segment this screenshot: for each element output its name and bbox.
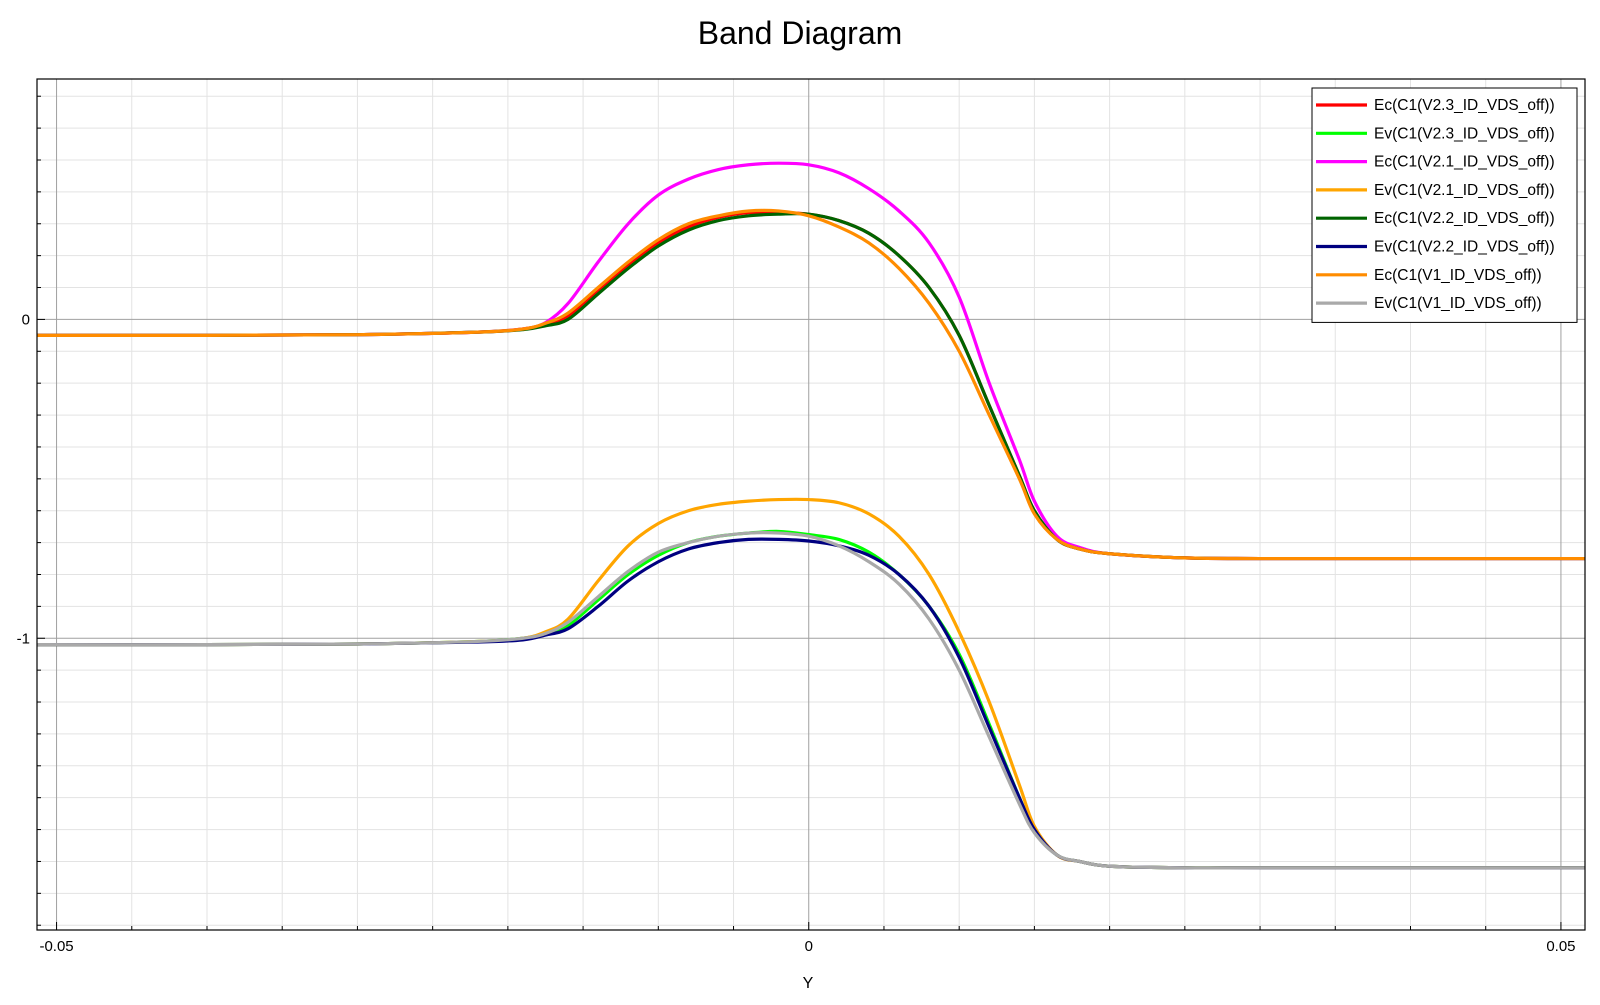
legend-label[interactable]: Ev(C1(V2.1_ID_VDS_off)) xyxy=(1374,182,1555,199)
x-tick-label: 0 xyxy=(805,938,813,955)
x-axis-label: Y xyxy=(803,975,814,992)
legend-label[interactable]: Ev(C1(V2.3_ID_VDS_off)) xyxy=(1374,125,1555,142)
y-tick-label: -1 xyxy=(17,630,30,647)
chart-title: Band Diagram xyxy=(698,15,903,51)
x-tick-label: -0.05 xyxy=(39,938,73,955)
y-axis-tick-labels: 0 -1 xyxy=(17,311,30,647)
x-axis-tick-labels: -0.05 0 0.05 xyxy=(39,938,1575,955)
series-line-6 xyxy=(37,537,1585,870)
series-line-8 xyxy=(37,531,1585,870)
series-line-4 xyxy=(37,497,1585,870)
plot-area-frame xyxy=(36,78,1586,931)
legend[interactable]: Ec(C1(V2.3_ID_VDS_off)) Ev(C1(V2.3_ID_VDS… xyxy=(1311,87,1578,323)
series-line-2 xyxy=(37,529,1585,870)
legend-label[interactable]: Ev(C1(V2.2_ID_VDS_off)) xyxy=(1374,239,1555,256)
x-tick-label: 0.05 xyxy=(1546,938,1575,955)
legend-label[interactable]: Ec(C1(V2.2_ID_VDS_off)) xyxy=(1374,210,1555,227)
y-tick-label: 0 xyxy=(22,311,30,328)
legend-label[interactable]: Ec(C1(V2.3_ID_VDS_off)) xyxy=(1374,97,1555,114)
legend-label[interactable]: Ec(C1(V1_ID_VDS_off)) xyxy=(1374,267,1542,284)
series-lines xyxy=(37,161,1585,870)
legend-box xyxy=(1311,87,1578,323)
series-line-7 xyxy=(37,208,1585,561)
legend-label[interactable]: Ec(C1(V2.1_ID_VDS_off)) xyxy=(1374,154,1555,171)
legend-label[interactable]: Ev(C1(V1_ID_VDS_off)) xyxy=(1374,295,1542,312)
axis-tick-marks xyxy=(37,95,1562,930)
